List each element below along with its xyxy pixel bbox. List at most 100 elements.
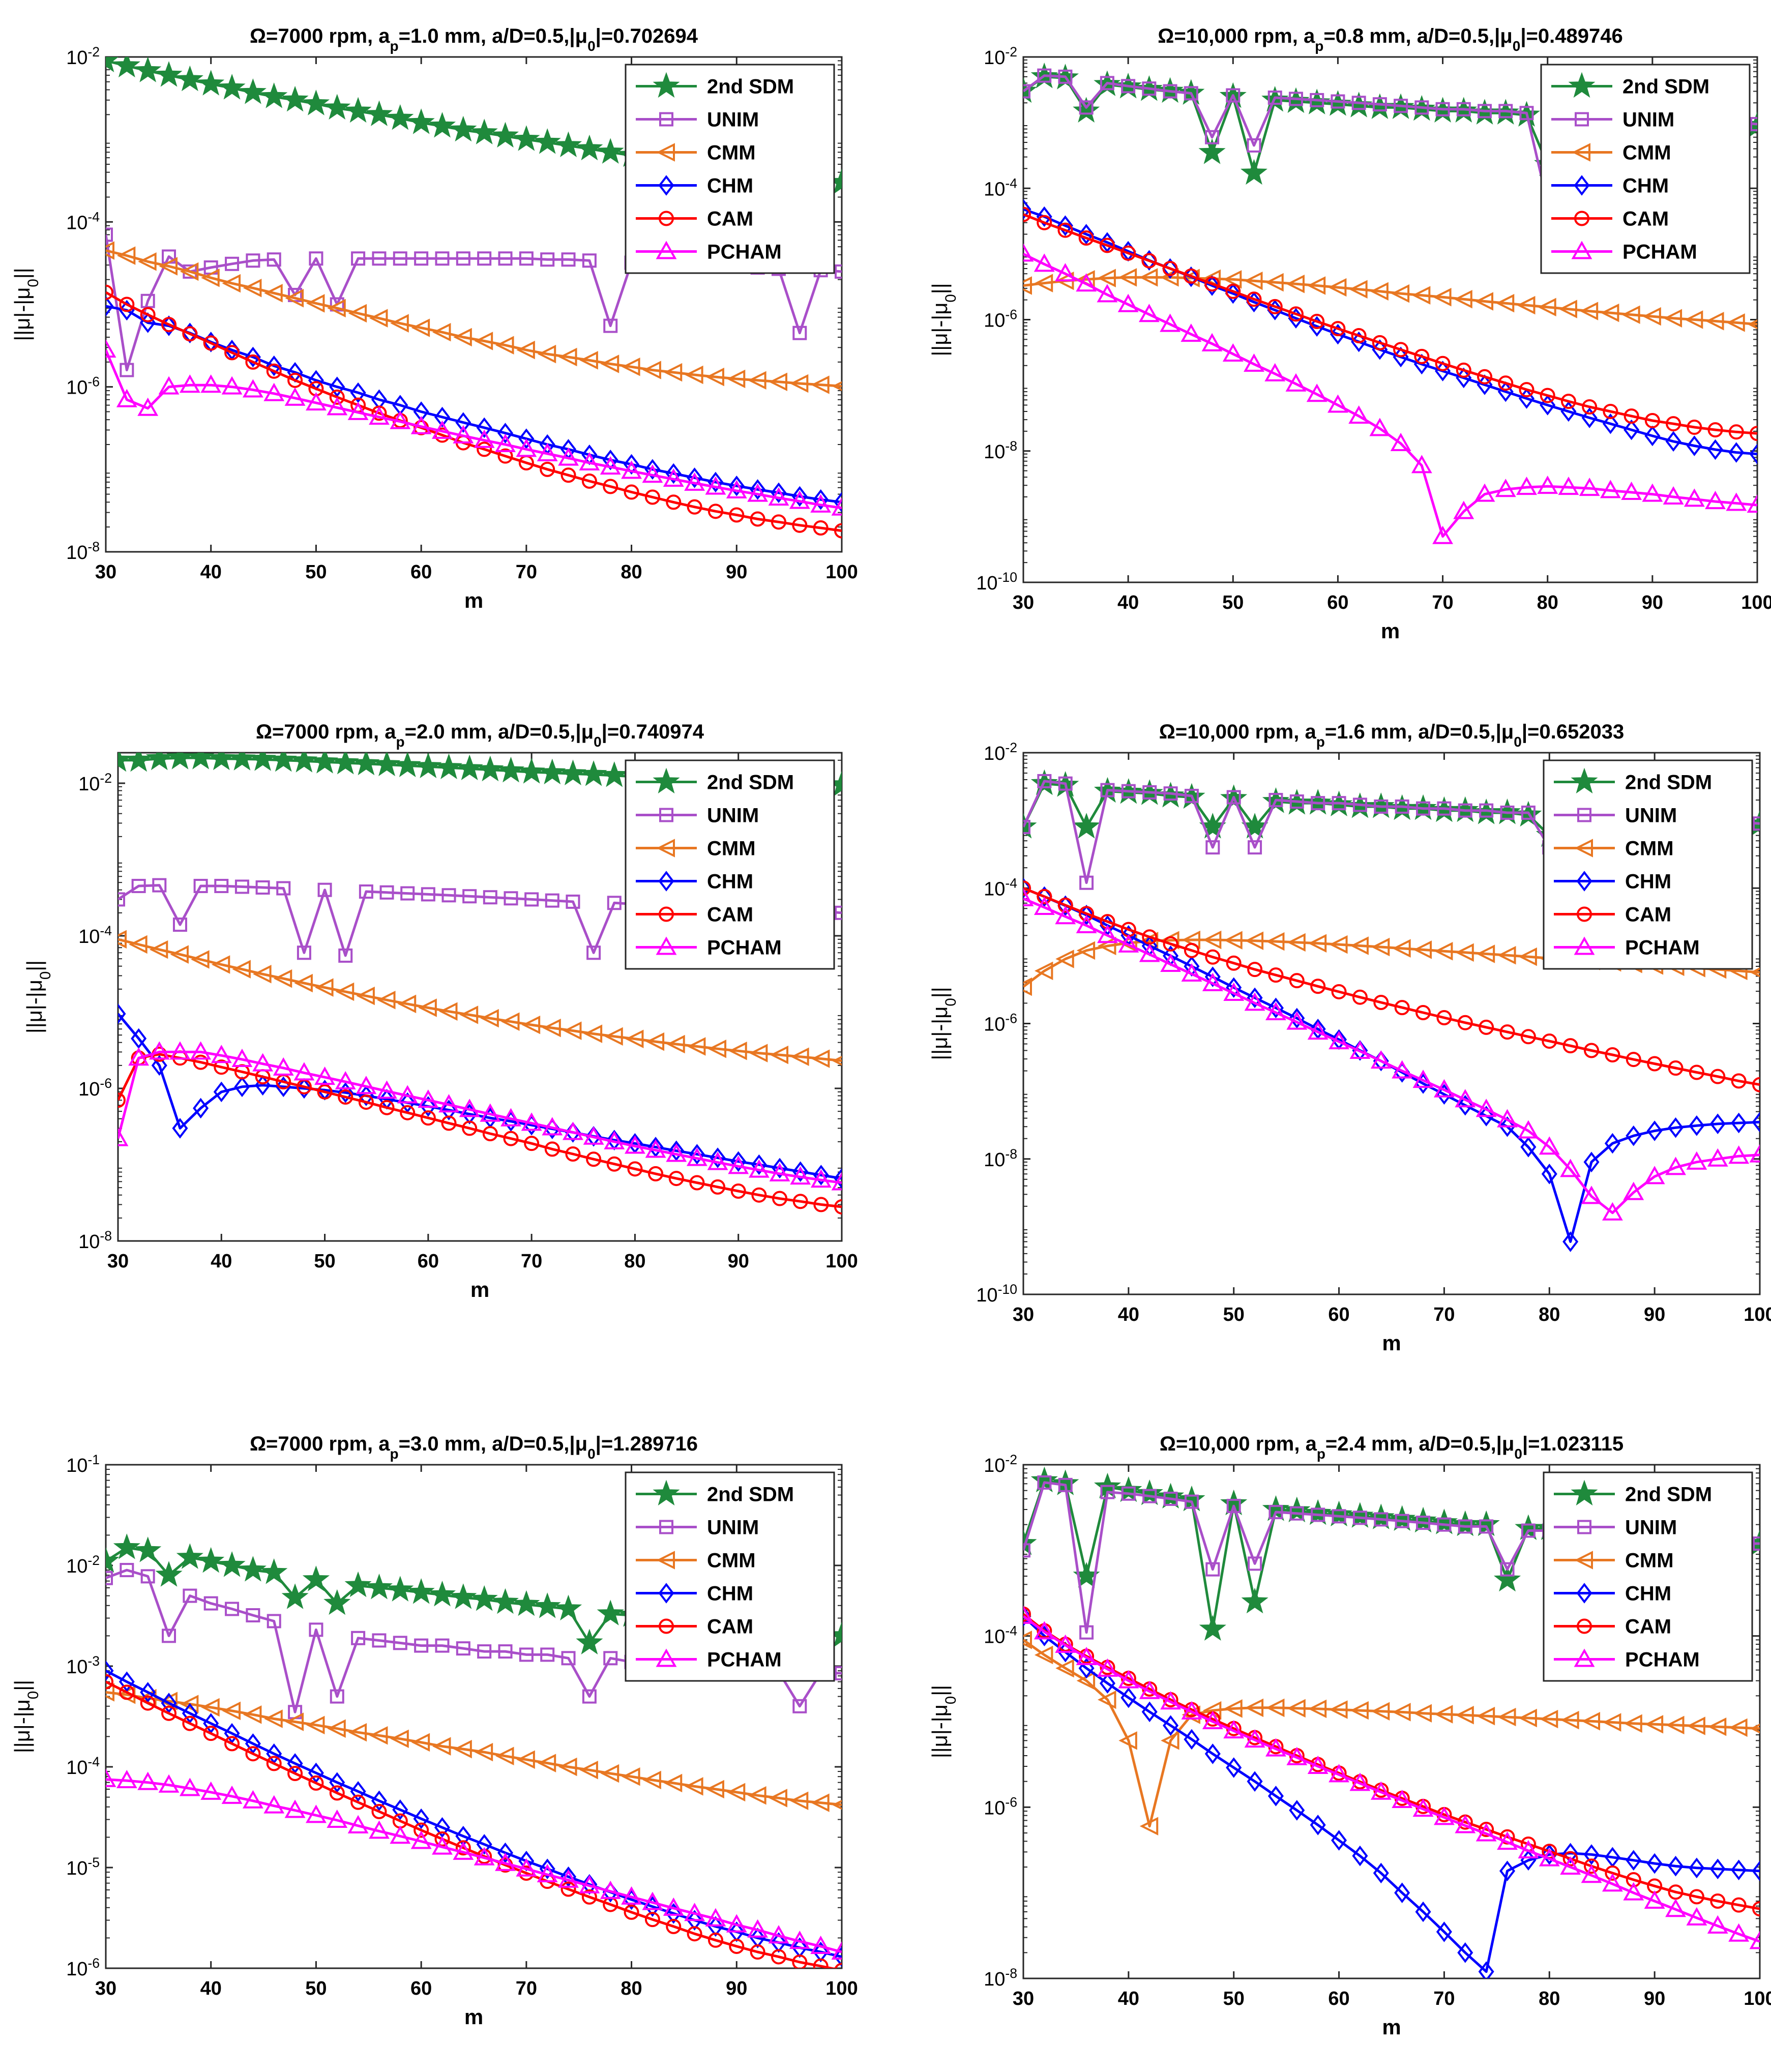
data-point	[521, 1112, 542, 1131]
data-point	[1267, 91, 1282, 105]
data-point	[1267, 299, 1283, 314]
data-point	[1558, 477, 1579, 495]
legend-label: PCHAM	[707, 241, 782, 263]
data-point	[1329, 1764, 1350, 1783]
data-point	[1558, 300, 1577, 318]
data-point	[1516, 477, 1537, 495]
data-point	[1141, 250, 1157, 271]
data-point	[1475, 1823, 1497, 1842]
data-point	[495, 1747, 514, 1766]
data-point	[1350, 1701, 1369, 1720]
x-tick-label: 50	[1223, 1988, 1245, 2009]
data-point	[161, 1705, 177, 1721]
data-point	[1542, 1033, 1557, 1049]
data-point	[1478, 1106, 1494, 1127]
data-point	[435, 1638, 450, 1653]
data-point	[1244, 353, 1264, 372]
data-point	[137, 1771, 159, 1790]
data-point	[558, 347, 577, 367]
data-point	[516, 438, 537, 457]
data-point	[728, 1042, 747, 1060]
data-point	[1267, 1786, 1284, 1807]
data-point	[1057, 897, 1073, 913]
data-point	[1731, 1112, 1747, 1134]
legend-marker	[1571, 241, 1592, 259]
data-point	[287, 372, 303, 388]
legend-label: PCHAM	[707, 937, 782, 959]
data-point	[539, 758, 566, 785]
data-point	[372, 251, 387, 266]
data-point	[513, 125, 540, 151]
data-point	[1286, 1011, 1308, 1030]
data-point	[1055, 263, 1076, 282]
series-cmm	[118, 930, 842, 1068]
y-tick-label: 10-4	[984, 175, 1017, 200]
data-point	[728, 476, 745, 496]
data-point	[1289, 1800, 1305, 1821]
data-point	[1644, 1890, 1665, 1909]
x-tick-label: 60	[1327, 592, 1348, 613]
data-point	[1710, 1893, 1726, 1909]
data-point	[1392, 1703, 1411, 1722]
data-point	[582, 1689, 597, 1704]
data-point	[1268, 1505, 1283, 1520]
data-point	[750, 511, 765, 527]
x-tick-label: 90	[1644, 1988, 1665, 2009]
data-point	[710, 1147, 726, 1168]
series-cam	[106, 1674, 842, 1968]
data-point	[450, 1583, 477, 1609]
data-point	[176, 1543, 203, 1569]
data-point	[707, 1932, 723, 1948]
data-point	[1707, 439, 1724, 460]
data-point	[495, 433, 516, 453]
data-point	[393, 1636, 407, 1650]
data-point	[644, 489, 660, 505]
data-point	[203, 1726, 219, 1741]
data-point	[149, 940, 168, 959]
data-point	[1023, 977, 1032, 996]
data-point	[1076, 914, 1097, 933]
data-point	[687, 1910, 703, 1931]
data-point	[273, 969, 292, 988]
data-point	[579, 1875, 600, 1893]
data-point	[1204, 1743, 1221, 1764]
data-point	[540, 252, 555, 267]
data-point	[1583, 1151, 1600, 1173]
data-point	[1373, 994, 1389, 1010]
data-point	[811, 375, 830, 394]
data-point	[1689, 1857, 1705, 1879]
data-point	[106, 1660, 114, 1681]
data-point	[418, 1089, 439, 1108]
data-point	[1037, 68, 1052, 83]
data-point	[1411, 286, 1431, 305]
data-point	[214, 879, 229, 894]
data-point	[1626, 1850, 1642, 1871]
chart-panel-5: Ω=7000 rpm, ap=3.0 mm, a/D=0.5,|μ0|=1.28…	[10, 1433, 858, 2029]
data-point	[685, 365, 703, 384]
data-point	[1248, 840, 1262, 855]
data-point	[106, 295, 114, 317]
data-point	[1602, 413, 1618, 434]
legend-label: CAM	[1625, 1616, 1671, 1638]
data-point	[118, 1092, 126, 1108]
data-point	[1412, 1070, 1434, 1088]
data-point	[459, 1099, 480, 1117]
data-point	[1731, 1073, 1747, 1089]
data-point	[1437, 1517, 1452, 1532]
data-point	[498, 1644, 513, 1659]
data-point	[1731, 1897, 1747, 1913]
data-point	[1370, 1050, 1392, 1069]
data-point	[1073, 97, 1100, 123]
data-point	[1750, 117, 1757, 132]
data-point	[1705, 491, 1726, 510]
data-point	[330, 1689, 344, 1704]
data-point	[770, 1045, 789, 1064]
data-point	[1541, 1163, 1557, 1185]
legend-marker	[1576, 871, 1592, 892]
data-point	[1331, 1830, 1347, 1851]
data-point	[1705, 312, 1724, 331]
data-point	[474, 1742, 493, 1762]
data-point	[369, 406, 390, 425]
data-point	[218, 74, 246, 100]
